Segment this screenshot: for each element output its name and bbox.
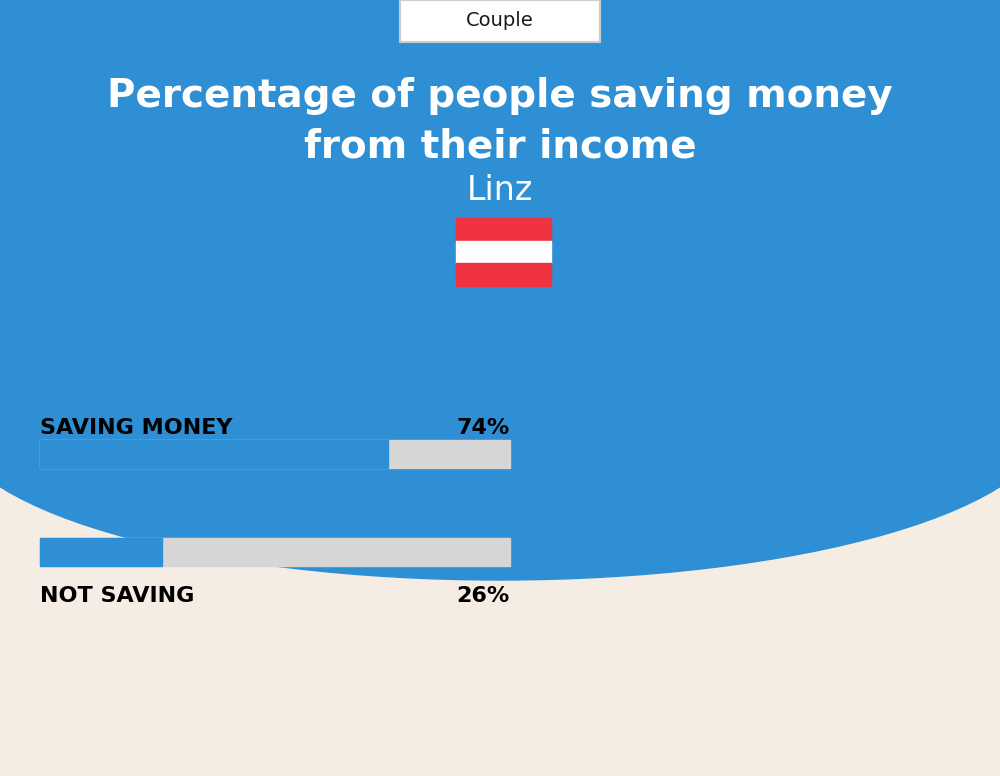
Bar [456,263,551,286]
Text: 26%: 26% [457,586,510,606]
Text: NOT SAVING: NOT SAVING [40,586,194,606]
Bar [0,0,1000,420]
Bar [40,440,510,468]
Ellipse shape [0,260,1000,580]
Bar [456,241,551,263]
FancyBboxPatch shape [400,0,600,42]
Text: Couple: Couple [466,12,534,30]
Bar [456,218,551,241]
Text: Linz: Linz [467,174,533,206]
Bar [40,440,388,468]
Bar [40,538,510,566]
Text: 74%: 74% [457,418,510,438]
Bar [40,538,162,566]
Text: Percentage of people saving money: Percentage of people saving money [107,77,893,115]
Text: SAVING MONEY: SAVING MONEY [40,418,232,438]
Text: from their income: from their income [304,127,696,165]
